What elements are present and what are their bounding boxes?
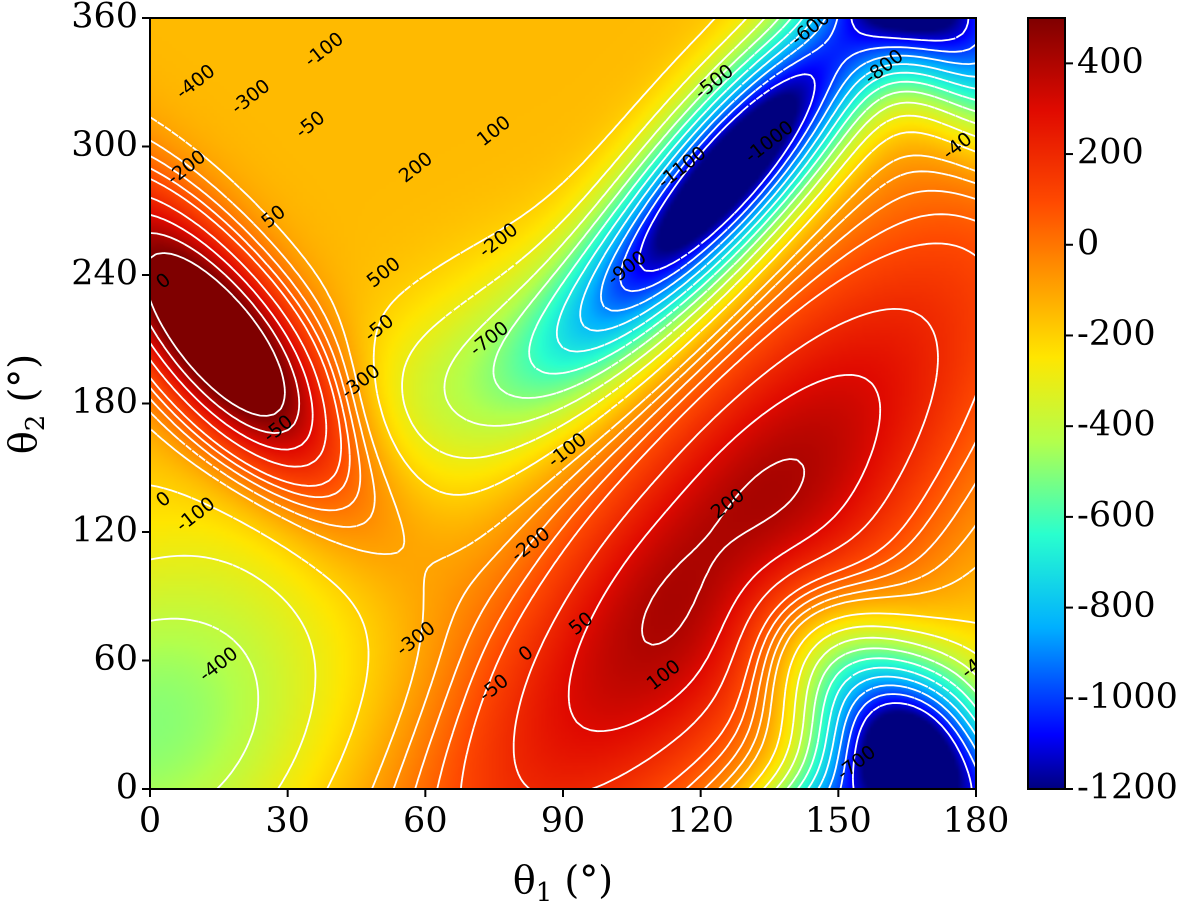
colorbar-tick-label: 0 xyxy=(1077,223,1099,263)
contour-level--600 xyxy=(528,18,976,789)
x-tick-label: 30 xyxy=(265,801,310,841)
contour-level-300 xyxy=(150,213,882,733)
contour-lines xyxy=(150,18,976,789)
colorbar-tick-label: -200 xyxy=(1077,314,1156,354)
heatmap-image xyxy=(150,18,976,789)
x-axis-ticks: 0 30 60 90 120 150 180 xyxy=(139,789,1010,841)
contour-level-500 xyxy=(150,252,286,417)
y-tick-label: 120 xyxy=(71,511,138,551)
x-tick-label: 120 xyxy=(667,801,734,841)
x-tick-label: 60 xyxy=(403,801,448,841)
contour-level--700 xyxy=(555,18,976,789)
contour-level--900 xyxy=(600,18,976,789)
contour-level-0 xyxy=(150,155,976,789)
x-axis-title: θ1 (°) xyxy=(513,858,613,903)
x-tick-label: 90 xyxy=(541,801,586,841)
contour-level--100 xyxy=(150,116,976,789)
colorbar-tick-label: -1000 xyxy=(1077,677,1178,717)
colorbar-ticks: 400 200 0 -200 -400 -600 -800 -1000 -1200 xyxy=(1065,42,1178,808)
contour-level-100 xyxy=(150,177,976,789)
colorbar-tick-label: -800 xyxy=(1077,586,1156,626)
contour-level-200 xyxy=(150,196,939,789)
y-axis-ticks: 0 60 120 180 240 300 360 xyxy=(71,0,150,808)
contour-level--300 xyxy=(150,18,976,789)
colorbar-tick-label: -1200 xyxy=(1077,768,1178,808)
colorbar xyxy=(1027,17,1066,790)
y-tick-label: 60 xyxy=(93,639,138,679)
y-tick-label: 300 xyxy=(71,125,138,165)
y-tick-label: 0 xyxy=(116,768,138,808)
y-axis-title: θ2 (°) xyxy=(1,354,51,454)
colorbar-tick-label: -600 xyxy=(1077,495,1156,535)
contour-level--50 xyxy=(150,139,976,789)
colorbar-tick-label: 400 xyxy=(1077,42,1144,82)
contour-level-50 xyxy=(150,167,976,789)
y-tick-label: 360 xyxy=(71,0,138,37)
contour-level--800 xyxy=(579,18,976,789)
colorbar-tick-label: -400 xyxy=(1077,405,1156,445)
y-tick-label: 180 xyxy=(71,382,138,422)
x-tick-label: 0 xyxy=(139,801,161,841)
x-tick-label: 150 xyxy=(805,801,872,841)
y-tick-label: 240 xyxy=(71,254,138,294)
contour-level--1000 xyxy=(619,18,976,789)
contour-level-400 xyxy=(150,232,806,646)
contour-level--200 xyxy=(150,18,976,789)
contour-level--500 xyxy=(492,18,976,789)
colorbar-tick-label: 200 xyxy=(1077,133,1144,173)
contour-level--1100 xyxy=(638,18,973,789)
x-tick-label: 180 xyxy=(943,801,1010,841)
